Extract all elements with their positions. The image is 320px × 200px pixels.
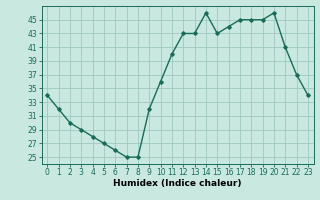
X-axis label: Humidex (Indice chaleur): Humidex (Indice chaleur)	[113, 179, 242, 188]
